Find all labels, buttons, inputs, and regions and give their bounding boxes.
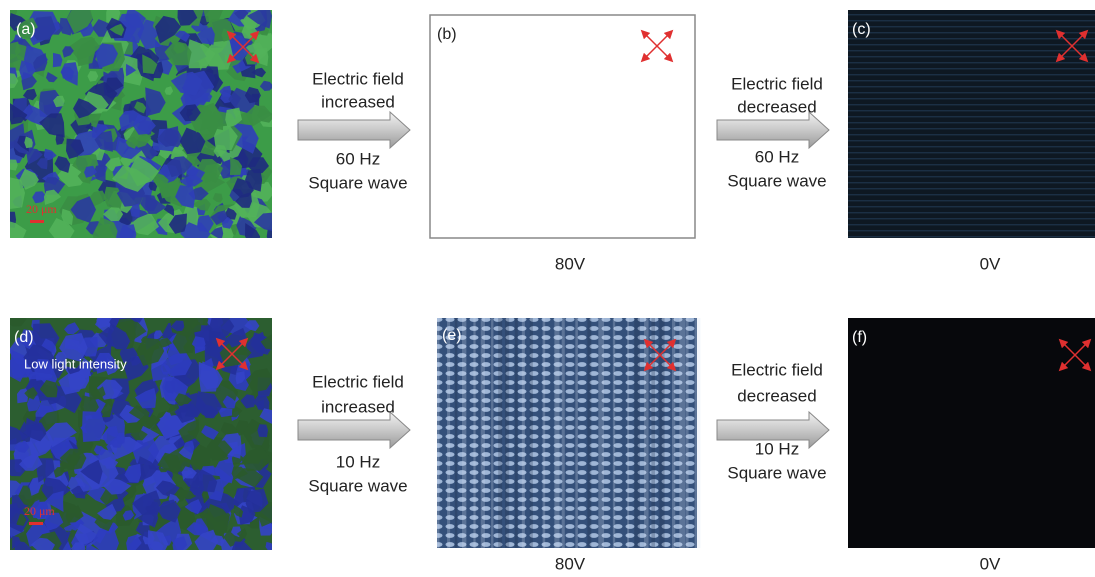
scale-bar-label: 20 μm (24, 504, 55, 518)
streak (481, 318, 485, 548)
arrow-text: increased (321, 92, 395, 111)
streak (437, 318, 439, 548)
arrow-text: Square wave (308, 173, 407, 192)
streak (598, 318, 604, 548)
arrow-text: Electric field (731, 360, 823, 379)
grain (2, 304, 27, 326)
panel-label: (c) (852, 21, 871, 38)
scale-bar-label: 20 μm (26, 202, 57, 216)
arrow-text: 60 Hz (755, 147, 799, 166)
streak (554, 318, 559, 548)
streak (515, 318, 518, 548)
streak (695, 318, 701, 548)
micrograph (848, 10, 1095, 238)
grain (1, 503, 20, 525)
streak (644, 318, 649, 548)
micrograph (848, 318, 1095, 548)
grain (267, 229, 279, 243)
streak (462, 318, 466, 548)
streak (587, 318, 591, 548)
streak (686, 318, 689, 548)
grain (257, 424, 268, 437)
block-arrow (717, 112, 829, 148)
streak (505, 318, 509, 548)
streak (530, 318, 533, 548)
streak (522, 318, 525, 548)
streak (498, 318, 502, 548)
panel-label: (b) (437, 26, 457, 43)
streak (634, 318, 639, 548)
streak (562, 318, 565, 548)
streak (447, 318, 450, 548)
arrow-text: Square wave (727, 463, 826, 482)
streak (473, 318, 475, 548)
voltage: 80V (555, 554, 586, 573)
grain (0, 176, 25, 210)
panel-label: (d) (14, 329, 34, 346)
grain (120, 224, 137, 244)
voltage: 0V (980, 554, 1001, 573)
arrow-text: Electric field (312, 372, 404, 391)
block-arrow (298, 412, 410, 448)
arrow-text: increased (321, 397, 395, 416)
streak (672, 318, 675, 548)
arrow-text: 60 Hz (336, 149, 380, 168)
arrow-text: Electric field (312, 69, 404, 88)
voltage: 0V (980, 254, 1001, 273)
streak (543, 318, 546, 548)
arrow-text: Square wave (727, 171, 826, 190)
panel-label: (f) (852, 329, 867, 346)
scale-bar (30, 220, 44, 223)
arrow-text: Square wave (308, 476, 407, 495)
arrow-text: Electric field (731, 74, 823, 93)
panel-label: (a) (16, 21, 36, 38)
scale-bar (29, 522, 43, 525)
arrow-text: 10 Hz (755, 439, 799, 458)
streak (613, 318, 615, 548)
streak (679, 318, 685, 548)
streak (575, 318, 578, 548)
streak (455, 318, 457, 548)
streak (627, 318, 629, 548)
voltage: 80V (555, 254, 586, 273)
arrow-text: decreased (737, 386, 816, 405)
arrow-text: 10 Hz (336, 452, 380, 471)
panel-label: (e) (442, 327, 462, 344)
streak (651, 318, 655, 548)
block-arrow (298, 112, 410, 148)
grain (7, 160, 18, 171)
figure: (a) (b) (c) (d) Low light intensity (e) … (0, 0, 1095, 577)
streak (491, 318, 493, 548)
arrow-text: decreased (737, 97, 816, 116)
note: Low light intensity (24, 356, 127, 371)
